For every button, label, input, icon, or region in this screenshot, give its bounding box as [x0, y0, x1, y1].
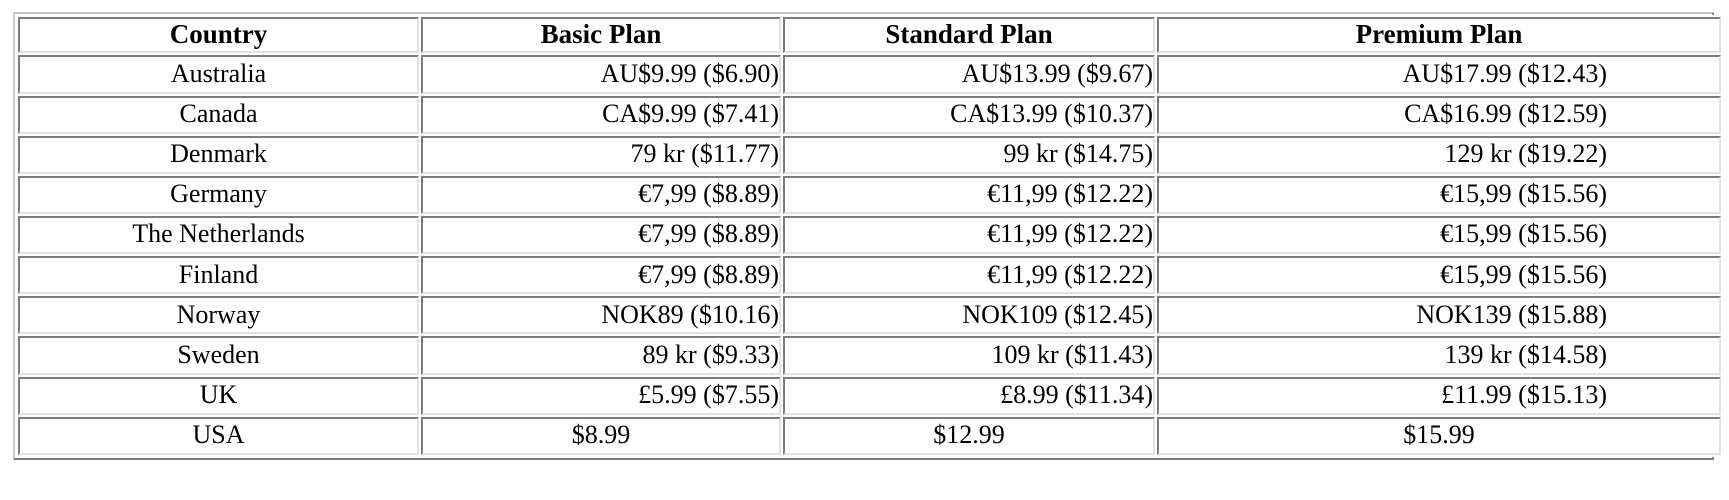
pricing-table-frame: Country Basic Plan Standard Plan Premium…	[13, 12, 1723, 460]
cell-standard-price: 109 kr ($11.43)	[783, 336, 1155, 375]
table-row: USA $8.99 $12.99 $15.99	[18, 416, 1721, 455]
cell-standard-price: £8.99 ($11.34)	[783, 376, 1155, 415]
cell-standard-price: NOK109 ($12.45)	[783, 296, 1155, 335]
cell-premium-price: €15,99 ($15.56)	[1157, 175, 1721, 214]
table-header: Country Basic Plan Standard Plan Premium…	[18, 17, 1721, 54]
table-row: The Netherlands €7,99 ($8.89) €11,99 ($12.…	[18, 215, 1721, 255]
cell-premium-price: AU$17.99 ($12.43)	[1157, 55, 1721, 94]
cell-premium-price: €15,99 ($15.56)	[1157, 215, 1721, 255]
cell-basic-price: 89 kr ($9.33)	[421, 336, 781, 375]
table-body: Australia AU$9.99 ($6.90) AU$13.99 ($9.67)…	[18, 55, 1721, 455]
cell-basic-price: NOK89 ($10.16)	[421, 296, 781, 335]
column-header-premium: Premium Plan	[1157, 17, 1721, 54]
cell-country: Germany	[18, 175, 419, 214]
column-header-country: Country	[18, 17, 419, 54]
cell-standard-price: $12.99	[783, 416, 1155, 455]
cell-basic-price: AU$9.99 ($6.90)	[421, 55, 781, 94]
column-header-standard: Standard Plan	[783, 17, 1155, 54]
table-row: Canada CA$9.99 ($7.41) CA$13.99 ($10.37) CA…	[18, 95, 1721, 134]
cell-country: USA	[18, 416, 419, 455]
table-row: Denmark 79 kr ($11.77) 99 kr ($14.75) 129 k…	[18, 135, 1721, 174]
cell-standard-price: 99 kr ($14.75)	[783, 135, 1155, 174]
cell-premium-price: €15,99 ($15.56)	[1157, 256, 1721, 295]
cell-basic-price: €7,99 ($8.89)	[421, 215, 781, 255]
cell-standard-price: AU$13.99 ($9.67)	[783, 55, 1155, 94]
cell-premium-price: 139 kr ($14.58)	[1157, 336, 1721, 375]
table-header-row: Country Basic Plan Standard Plan Premium…	[18, 17, 1721, 54]
table-row: Germany €7,99 ($8.89) €11,99 ($12.22) €15,9…	[18, 175, 1721, 214]
cell-standard-price: €11,99 ($12.22)	[783, 215, 1155, 255]
table-row: Finland €7,99 ($8.89) €11,99 ($12.22) €15,9…	[18, 256, 1721, 295]
table-row: Sweden 89 kr ($9.33) 109 kr ($11.43) 139 kr…	[18, 336, 1721, 375]
cell-country: Finland	[18, 256, 419, 295]
cell-country: Canada	[18, 95, 419, 134]
cell-basic-price: €7,99 ($8.89)	[421, 256, 781, 295]
cell-premium-price: £11.99 ($15.13)	[1157, 376, 1721, 415]
table-row: Norway NOK89 ($10.16) NOK109 ($12.45) NOK13…	[18, 296, 1721, 335]
cell-country: Australia	[18, 55, 419, 94]
cell-basic-price: $8.99	[421, 416, 781, 455]
cell-basic-price: CA$9.99 ($7.41)	[421, 95, 781, 134]
cell-basic-price: €7,99 ($8.89)	[421, 175, 781, 214]
cell-premium-price: $15.99	[1157, 416, 1721, 455]
cell-standard-price: CA$13.99 ($10.37)	[783, 95, 1155, 134]
cell-standard-price: €11,99 ($12.22)	[783, 175, 1155, 214]
cell-country: Sweden	[18, 336, 419, 375]
column-header-basic: Basic Plan	[421, 17, 781, 54]
cell-country: UK	[18, 376, 419, 415]
cell-basic-price: £5.99 ($7.55)	[421, 376, 781, 415]
cell-basic-price: 79 kr ($11.77)	[421, 135, 781, 174]
table-row: UK £5.99 ($7.55) £8.99 ($11.34) £11.99 ($15…	[18, 376, 1721, 415]
cell-standard-price: €11,99 ($12.22)	[783, 256, 1155, 295]
cell-premium-price: 129 kr ($19.22)	[1157, 135, 1721, 174]
cell-country: Denmark	[18, 135, 419, 174]
cell-premium-price: NOK139 ($15.88)	[1157, 296, 1721, 335]
table-row: Australia AU$9.99 ($6.90) AU$13.99 ($9.67)…	[18, 55, 1721, 94]
pricing-table: Country Basic Plan Standard Plan Premium…	[16, 15, 1723, 457]
cell-country: The Netherlands	[18, 215, 419, 255]
cell-country: Norway	[18, 296, 419, 335]
cell-premium-price: CA$16.99 ($12.59)	[1157, 95, 1721, 134]
